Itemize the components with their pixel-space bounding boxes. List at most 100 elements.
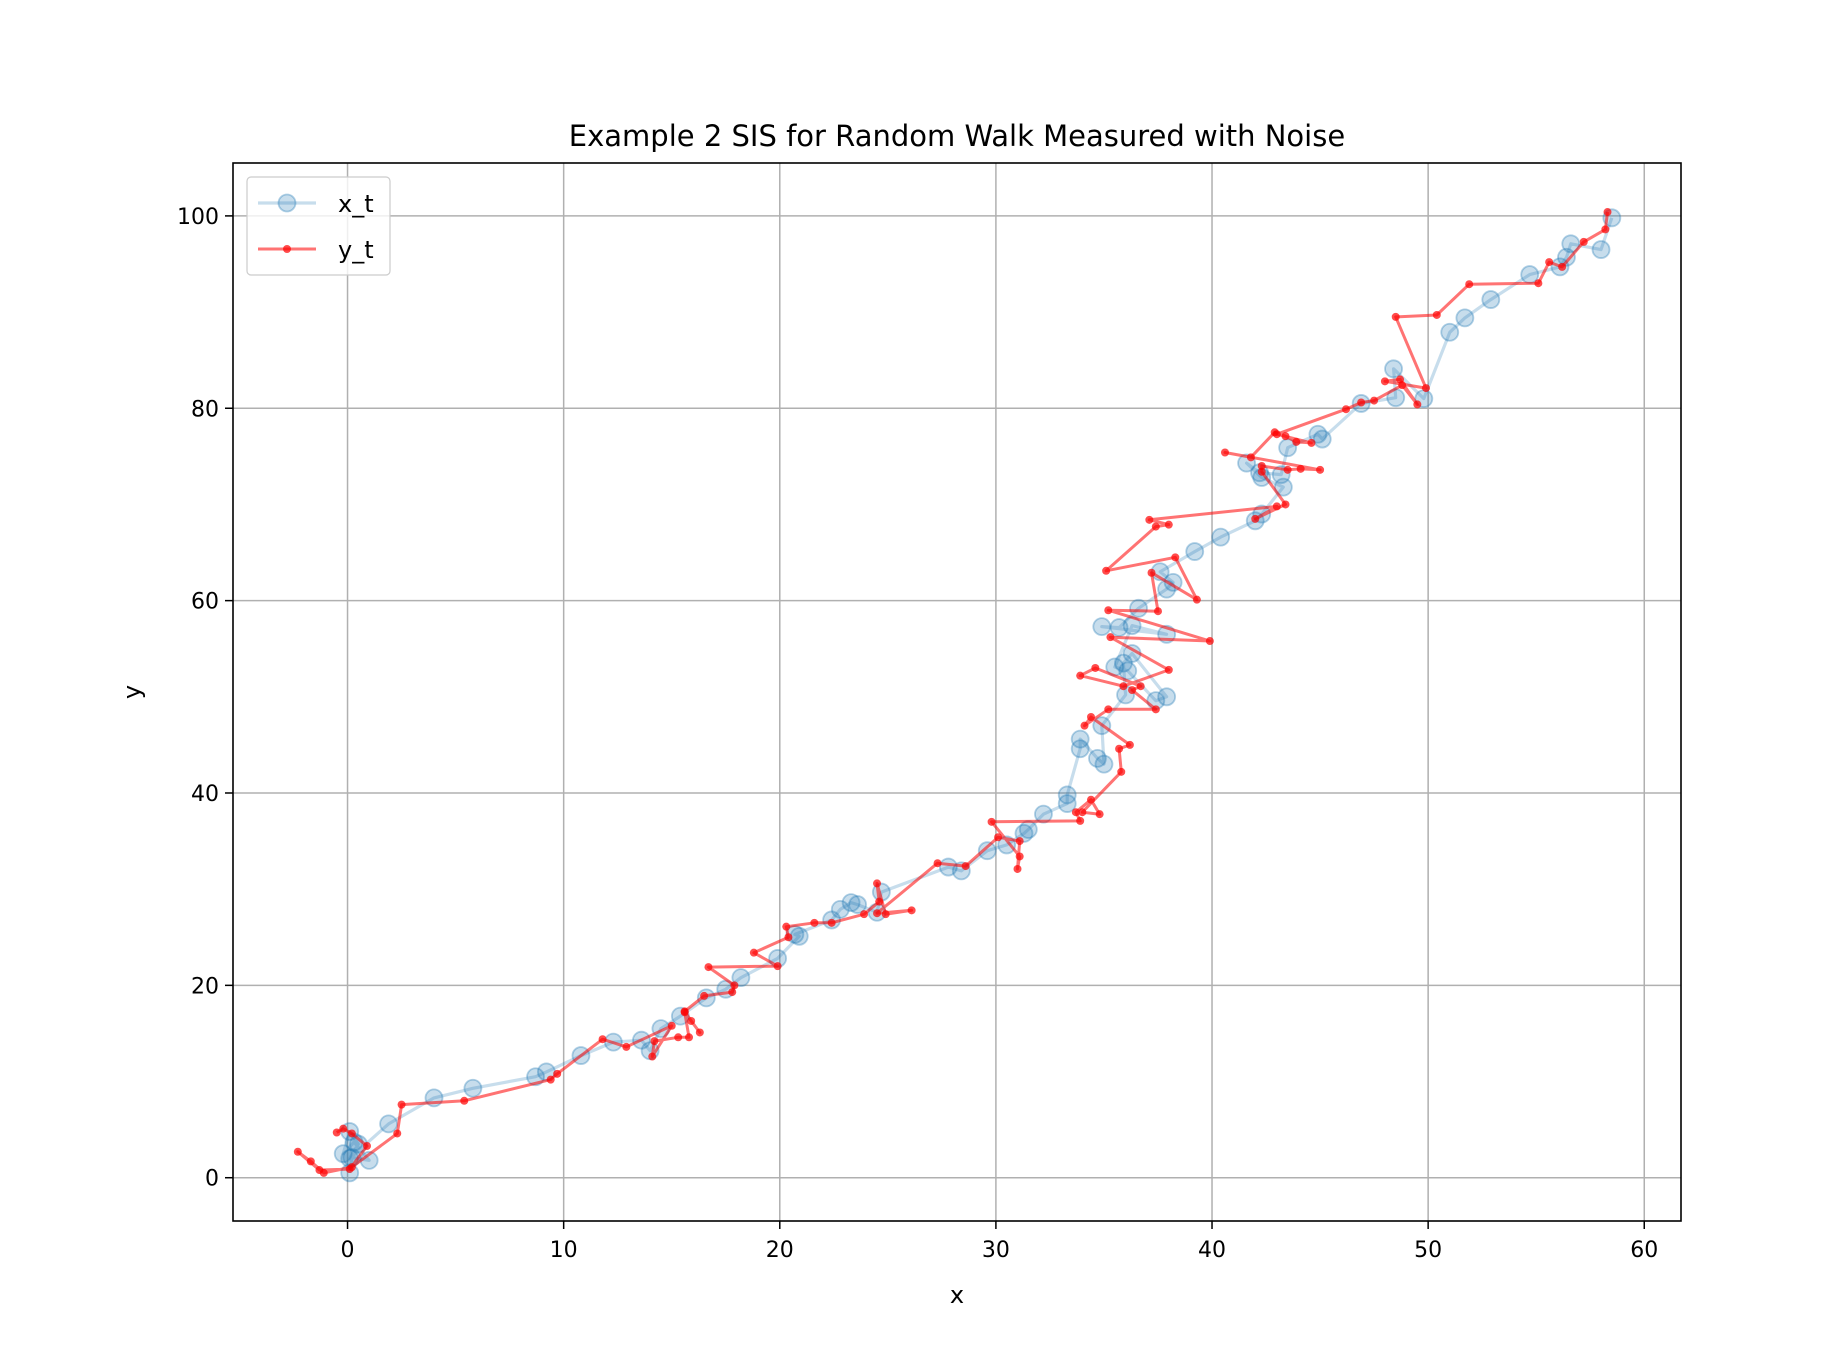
y_t-point bbox=[293, 1147, 302, 1156]
y_t-point bbox=[1095, 810, 1104, 819]
y_t-point bbox=[1342, 405, 1351, 414]
x_t-point bbox=[1481, 290, 1501, 309]
y_t-point bbox=[1015, 852, 1024, 861]
x_t-point bbox=[841, 893, 861, 913]
x_t-point bbox=[731, 968, 751, 988]
y_t-point bbox=[1115, 744, 1124, 753]
y_t-point bbox=[319, 1168, 328, 1177]
x-tick-label: 0 bbox=[341, 1238, 355, 1263]
y_t-point bbox=[1151, 522, 1160, 531]
y_t-point bbox=[1370, 396, 1379, 405]
y_t-point bbox=[1545, 258, 1554, 267]
x_t-point bbox=[1440, 322, 1460, 342]
y_t-point bbox=[1357, 398, 1366, 407]
x_t-point bbox=[1561, 234, 1581, 254]
y_t-point bbox=[1432, 310, 1441, 319]
y-tick-label: 100 bbox=[177, 205, 219, 230]
x_t-point bbox=[333, 1144, 353, 1164]
axis-ticks: 0 10 20 30 40 50 60 0 20 40 60 80 100 bbox=[177, 205, 1658, 1263]
series-y_t bbox=[293, 208, 1612, 1177]
y_t-point bbox=[1413, 400, 1422, 409]
y_t-point bbox=[1153, 607, 1162, 616]
y_t-point bbox=[1136, 682, 1145, 691]
y_t-point bbox=[1421, 384, 1430, 393]
x_t-point bbox=[1591, 240, 1611, 259]
y_t-point bbox=[648, 1052, 657, 1061]
y-tick-label: 60 bbox=[191, 590, 219, 615]
y_t-point bbox=[749, 948, 758, 957]
x_t-point bbox=[1057, 794, 1077, 813]
y-axis-label: y bbox=[118, 685, 146, 699]
y_t-point bbox=[1171, 553, 1180, 562]
x_t-point bbox=[830, 899, 850, 919]
x_t-point bbox=[1312, 429, 1332, 449]
y_t-point bbox=[1128, 686, 1137, 695]
y_t-point bbox=[1076, 671, 1085, 680]
y_t-point bbox=[875, 897, 884, 906]
y_t-point bbox=[397, 1100, 406, 1109]
y_t-point bbox=[622, 1042, 631, 1051]
y_t-point bbox=[1080, 721, 1089, 730]
y_t-point bbox=[1558, 262, 1567, 271]
y_t-point bbox=[339, 1124, 348, 1133]
y_t-point bbox=[650, 1037, 659, 1046]
x-tick-label: 10 bbox=[550, 1238, 578, 1263]
y_t-point bbox=[685, 1033, 694, 1042]
y_t-point bbox=[1316, 465, 1325, 474]
y_t-point bbox=[553, 1069, 562, 1078]
y_t-point bbox=[1076, 816, 1085, 825]
y_t-point bbox=[1601, 225, 1610, 234]
y_t-point bbox=[1391, 312, 1400, 321]
y_t-point bbox=[827, 918, 836, 927]
y_t-point bbox=[674, 1033, 683, 1042]
x_t-point bbox=[1114, 653, 1133, 673]
y_t-point bbox=[460, 1096, 469, 1105]
y_t-point bbox=[1283, 465, 1292, 474]
y_t-point bbox=[1145, 515, 1154, 524]
x_t-point bbox=[379, 1114, 399, 1134]
x-tick-label: 40 bbox=[1198, 1238, 1226, 1263]
y_t-point bbox=[907, 906, 916, 915]
y_t-point bbox=[1104, 606, 1113, 615]
grid bbox=[233, 163, 1681, 1221]
y_t-point bbox=[687, 1016, 696, 1025]
y_t-point bbox=[1296, 464, 1305, 473]
y_t-point bbox=[1380, 377, 1389, 386]
y_t-point bbox=[1257, 461, 1266, 470]
y_t-point bbox=[1281, 500, 1290, 509]
y_t-point bbox=[1281, 432, 1290, 441]
x_t-point bbox=[1384, 359, 1403, 379]
y_t-point bbox=[1091, 663, 1100, 672]
y_t-point bbox=[667, 1021, 676, 1030]
y_t-point bbox=[873, 879, 882, 888]
x_t-point bbox=[1118, 661, 1138, 681]
y_t-point bbox=[1246, 453, 1255, 462]
y_t-point bbox=[1292, 437, 1301, 446]
y_t-point bbox=[860, 910, 869, 919]
x-axis-label: x bbox=[950, 1281, 964, 1309]
y_t-point bbox=[362, 1141, 371, 1150]
x_t-point bbox=[1308, 424, 1328, 444]
y_t-point bbox=[1307, 438, 1316, 447]
y_t-point bbox=[933, 859, 942, 868]
y_t-point bbox=[1164, 665, 1173, 674]
y_t-point bbox=[1102, 566, 1111, 575]
y_t-point bbox=[1164, 520, 1173, 529]
y_t-point bbox=[1119, 682, 1128, 691]
y_t-point bbox=[873, 909, 882, 918]
x_t-point bbox=[1455, 308, 1475, 328]
y_t-point bbox=[347, 1129, 356, 1138]
x-tick-label: 20 bbox=[766, 1238, 794, 1263]
y_t-point bbox=[994, 833, 1003, 842]
y_t-point bbox=[881, 910, 890, 919]
y_t-point bbox=[730, 981, 739, 990]
y_t-point bbox=[987, 817, 996, 826]
y_t-point bbox=[1396, 375, 1405, 384]
y_t-point bbox=[1251, 514, 1260, 523]
y-tick-label: 80 bbox=[191, 397, 219, 422]
x_t-point bbox=[1070, 739, 1090, 759]
y-tick-label: 20 bbox=[191, 974, 219, 999]
y_t-point bbox=[1151, 705, 1160, 714]
y_t-point bbox=[1220, 448, 1229, 457]
